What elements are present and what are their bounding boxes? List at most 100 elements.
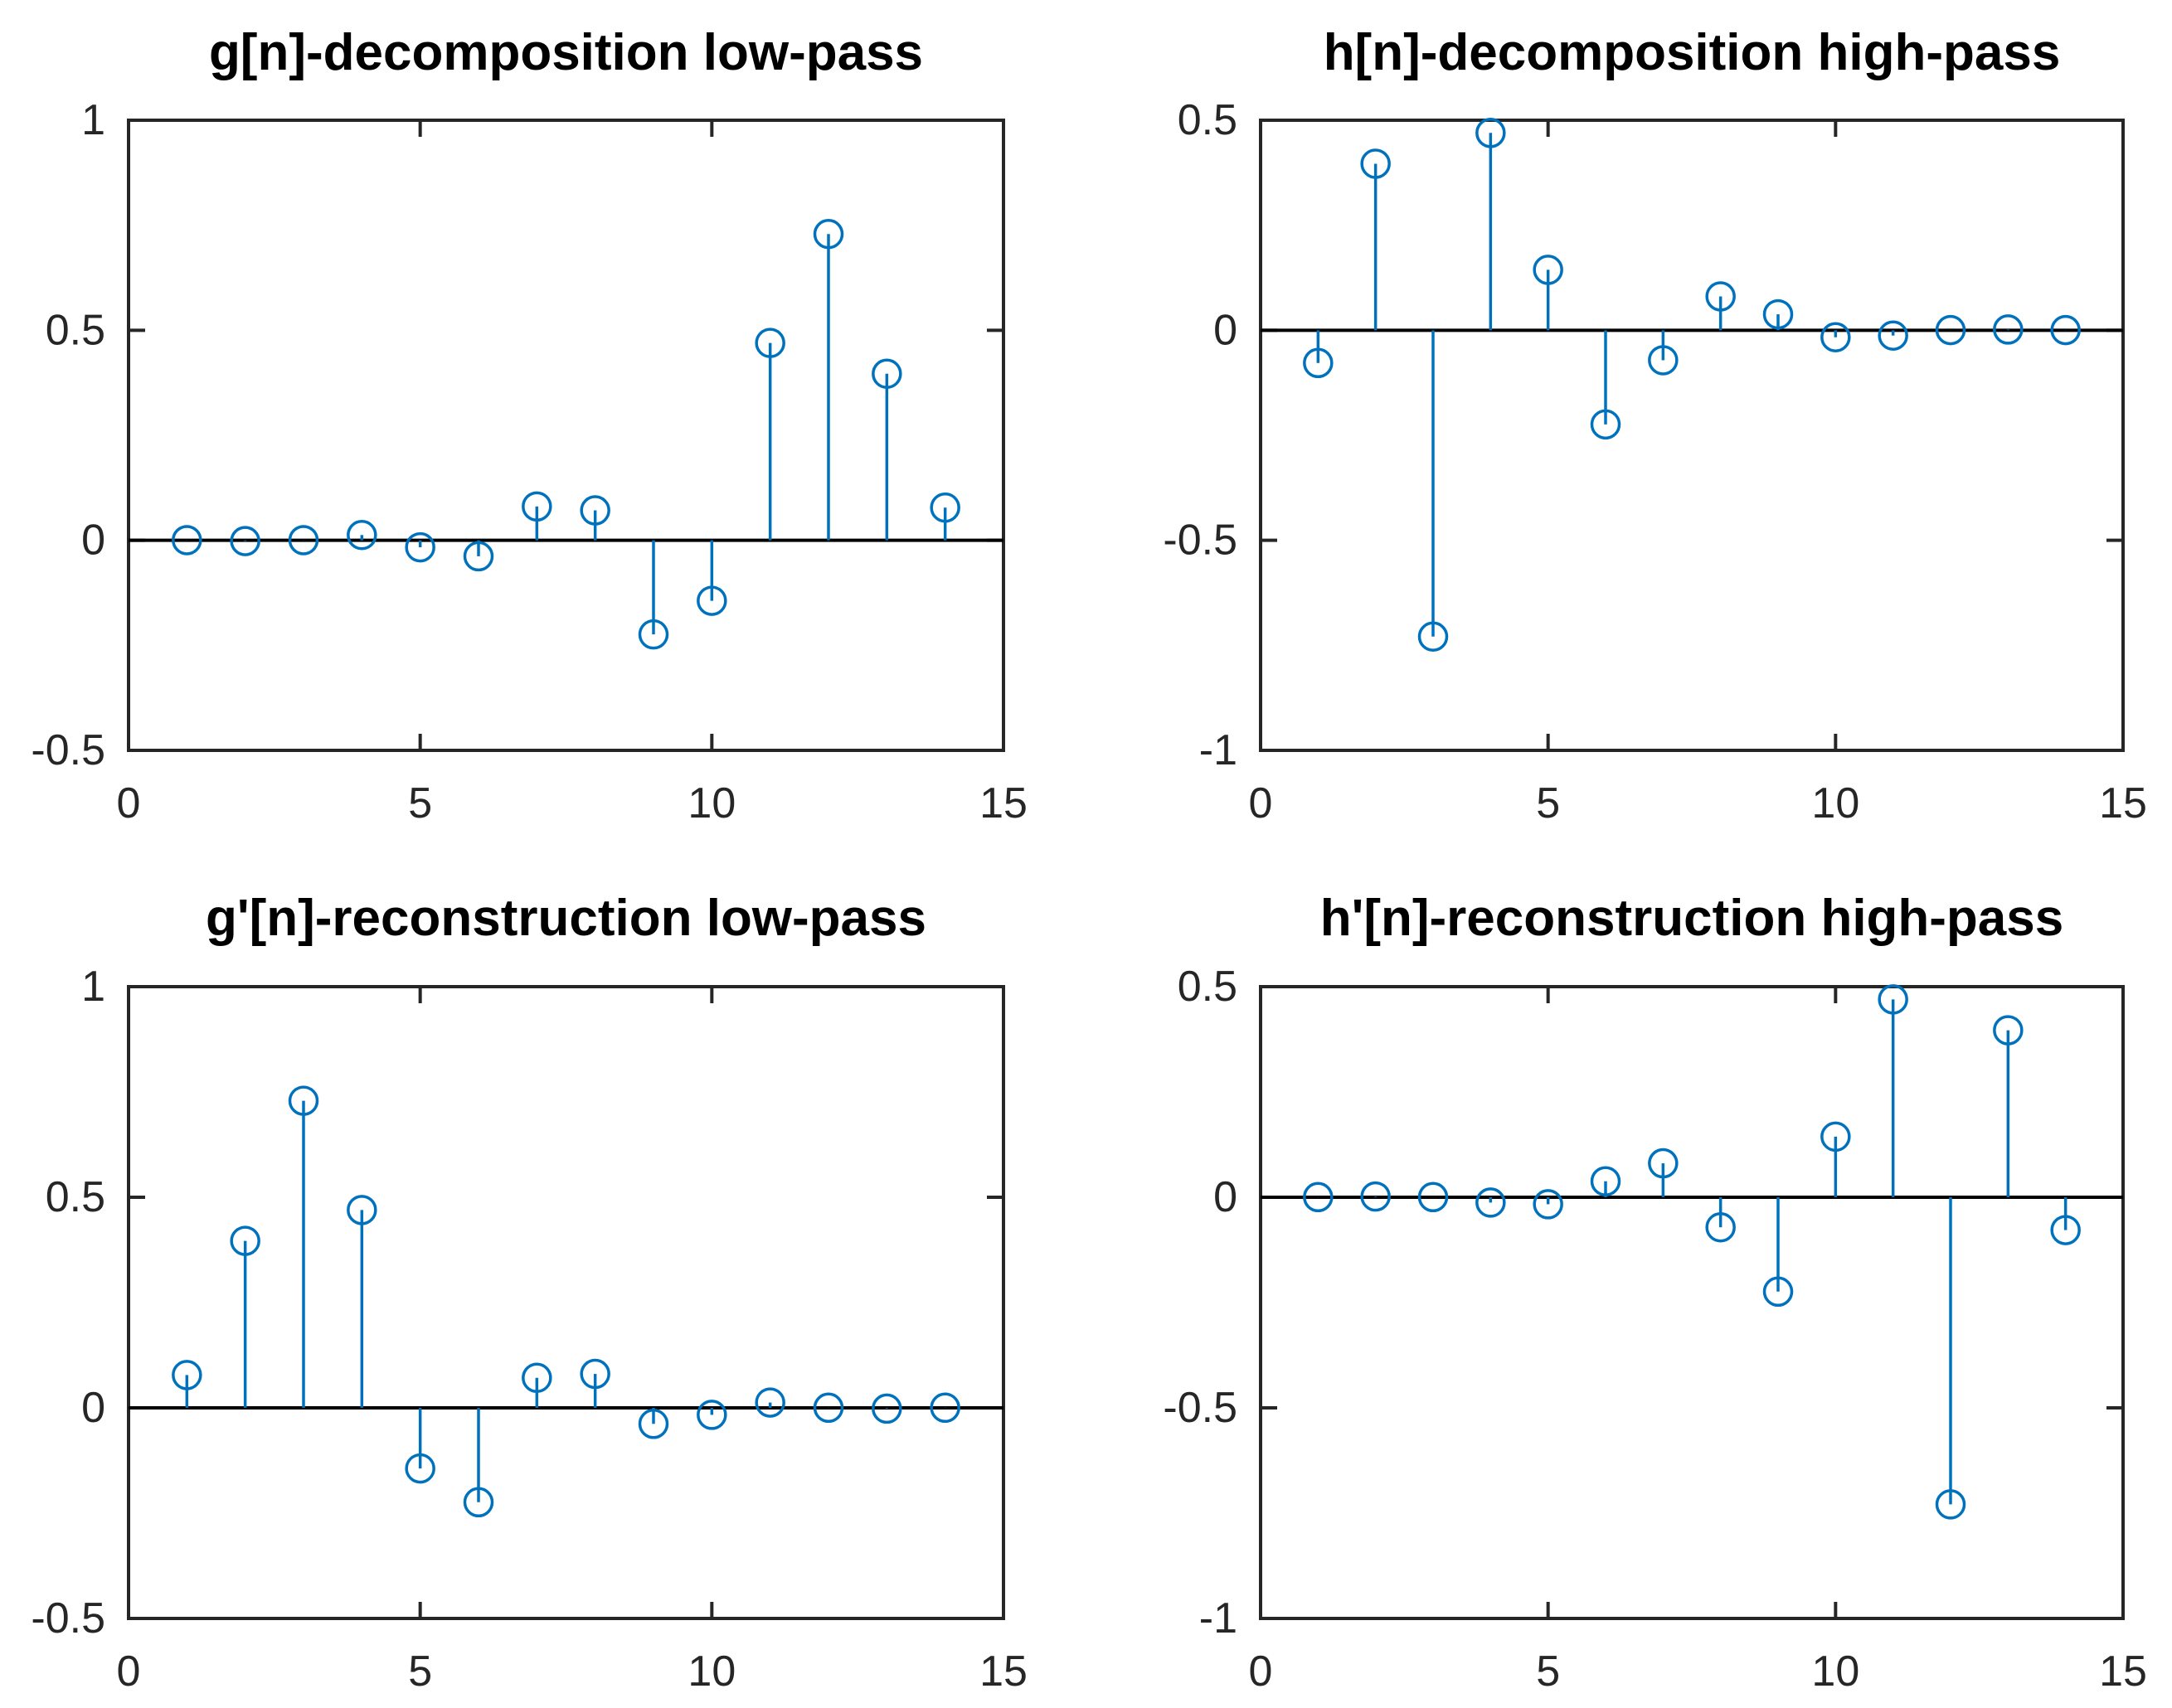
y-tick-label: 0.5: [1178, 963, 1237, 1011]
stem-marker: [1993, 1015, 2024, 1046]
stem-marker: [1935, 314, 1966, 346]
axes-box: [127, 985, 1005, 1620]
stem-marker: [1648, 1148, 1679, 1179]
stem-marker: [1878, 984, 1908, 1015]
plot-title-decomposition-low-pass: g[n]-decomposition low-pass: [208, 24, 924, 81]
plot-title-reconstruction-high-pass: h'[n]-reconstruction high-pass: [1319, 890, 2064, 947]
stem-marker: [1762, 1276, 1794, 1308]
stem-marker: [755, 328, 785, 358]
y-tick-label: 0.5: [46, 306, 105, 354]
stem-marker: [697, 1400, 727, 1430]
stem-plot-decomposition-high-pass: 0 5 10 15 -1 -0.5 0 0.5: [1163, 96, 2147, 827]
stem-marker: [1417, 621, 1449, 652]
stem-marker: [172, 1360, 202, 1390]
x-tick-label: 10: [1811, 1647, 1859, 1696]
x-tick-label: 0: [117, 779, 141, 827]
stem-marker: [1303, 1182, 1334, 1213]
stem-marker: [930, 1392, 960, 1424]
y-tick-label: 0: [81, 1384, 105, 1432]
stem-marker: [2050, 1215, 2081, 1245]
stem-marker: [1303, 347, 1334, 379]
stem-marker: [463, 541, 494, 572]
stem-marker: [2050, 314, 2081, 346]
stem-marker: [580, 1358, 610, 1390]
stem-marker: [1878, 320, 1908, 351]
axes-box: [127, 119, 1005, 752]
y-tick-label: 0: [1213, 306, 1237, 354]
stem-marker: [697, 585, 727, 616]
stem-marker: [1762, 298, 1794, 330]
x-tick-label: 15: [2099, 1647, 2147, 1696]
stem-marker: [347, 520, 377, 551]
stem-marker: [813, 1392, 844, 1424]
stem-marker: [872, 1393, 902, 1424]
x-tick-label: 0: [1249, 779, 1273, 827]
stem-marker: [1475, 1187, 1506, 1218]
stem-marker: [872, 358, 902, 390]
y-tick-label: -1: [1199, 726, 1237, 774]
stem-marker: [405, 1453, 435, 1484]
y-tick-label: -0.5: [1163, 1384, 1237, 1432]
stem-marker: [288, 525, 319, 556]
y-tick-label: 0.5: [46, 1173, 105, 1221]
y-tick-label: 0: [81, 517, 105, 565]
stem-marker: [1648, 345, 1679, 376]
stem-plot-reconstruction-low-pass: 0 5 10 15-0.500.51: [31, 963, 1028, 1696]
stem-marker: [1705, 1211, 1736, 1243]
stem-marker: [288, 1085, 319, 1116]
stem-marker: [1533, 1189, 1563, 1220]
x-tick-label: 5: [408, 1647, 432, 1696]
y-tick-label: 0: [1213, 1173, 1237, 1221]
stem-marker: [1360, 1181, 1391, 1212]
stem-marker: [755, 1387, 785, 1418]
y-tick-label: -0.5: [31, 726, 105, 774]
x-tick-label: 10: [1811, 779, 1859, 827]
stem-plot-reconstruction-high-pass: 0 5 10 15 -1 -0.5 0 0.5: [1163, 963, 2147, 1696]
x-tick-label: 5: [1536, 1647, 1560, 1696]
y-tick-label: -1: [1199, 1594, 1237, 1642]
stem-marker: [638, 1409, 669, 1439]
stem-marker: [1935, 1489, 1966, 1520]
stem-marker: [813, 219, 844, 250]
axes-box: [1259, 119, 2125, 752]
stem-marker: [463, 1487, 494, 1518]
stem-marker: [405, 531, 435, 563]
stem-marker: [522, 1362, 552, 1394]
stem-marker: [522, 491, 552, 522]
y-tick-label: 0.5: [1178, 96, 1237, 144]
y-tick-label: -0.5: [1163, 517, 1237, 565]
stem-marker: [230, 526, 260, 556]
stem-marker: [172, 525, 202, 556]
plot-title-decomposition-high-pass: h[n]-decomposition high-pass: [1323, 24, 2061, 81]
stem-marker: [1705, 281, 1736, 312]
stem-marker: [1417, 1182, 1449, 1213]
axes-box: [1259, 985, 2125, 1620]
x-tick-label: 0: [117, 1647, 141, 1696]
stem-marker: [1820, 1121, 1851, 1152]
x-tick-label: 5: [1536, 779, 1560, 827]
x-tick-label: 10: [688, 779, 736, 827]
x-tick-label: 15: [2099, 779, 2147, 827]
stem-marker: [347, 1195, 377, 1225]
y-tick-label: 1: [81, 96, 105, 144]
stem-marker: [1993, 314, 2024, 345]
stem-marker: [1360, 148, 1391, 179]
stem-marker: [930, 492, 960, 523]
stem-plot-decomposition-low-pass: 0 5 10 15-0.500.51: [31, 96, 1028, 827]
x-tick-label: 5: [408, 779, 432, 827]
stem-marker: [638, 619, 669, 650]
stem-marker: [1590, 409, 1621, 440]
x-tick-label: 10: [688, 1647, 736, 1696]
plot-title-reconstruction-low-pass: g'[n]-reconstruction low-pass: [206, 890, 926, 947]
x-tick-label: 0: [1249, 1647, 1273, 1696]
stem-marker: [230, 1225, 260, 1256]
stem-marker: [1533, 255, 1563, 285]
stem-marker: [1590, 1166, 1621, 1196]
y-tick-label: -0.5: [31, 1594, 105, 1642]
y-tick-label: 1: [81, 963, 105, 1011]
x-tick-label: 15: [979, 1647, 1028, 1696]
stem-marker: [1820, 322, 1851, 352]
stem-marker: [1475, 118, 1506, 148]
stem-marker: [580, 495, 610, 526]
